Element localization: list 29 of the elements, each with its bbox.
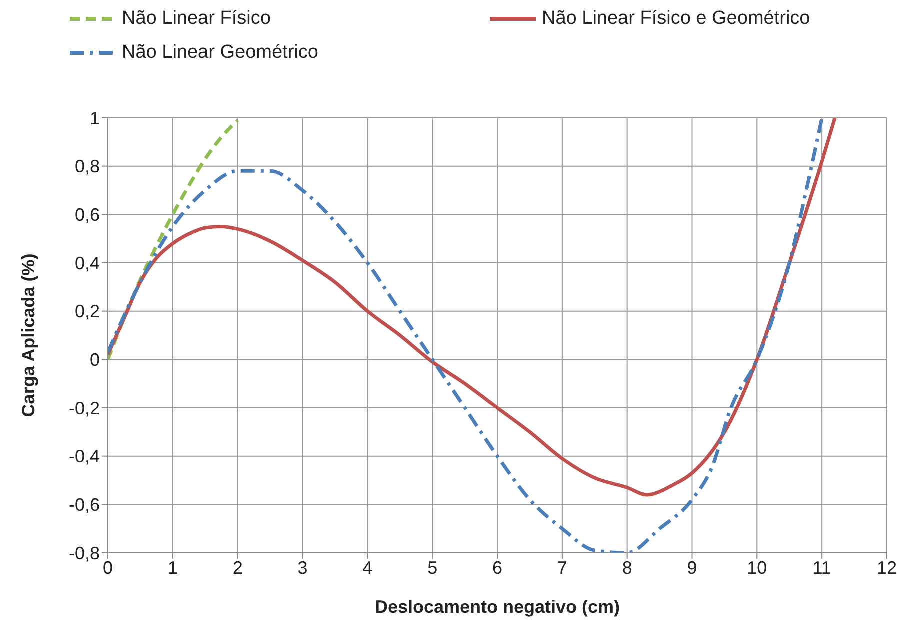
y-tick-label: -0,2 (68, 398, 100, 418)
x-tick-label: 3 (298, 558, 308, 578)
x-tick-label: 8 (622, 558, 632, 578)
line-series (108, 118, 240, 362)
y-tick-label: 0,2 (74, 302, 100, 322)
x-tick-label: 5 (428, 558, 438, 578)
x-tick-label: 7 (557, 558, 568, 578)
legend-label: Não Linear Geométrico (122, 42, 318, 64)
y-tick-label: 0 (90, 350, 100, 370)
x-tick-label: 11 (812, 558, 832, 578)
y-tick-label: 0,4 (74, 253, 100, 274)
y-tick-label: -0,8 (68, 543, 100, 564)
y-tick-label: 0,8 (74, 156, 100, 177)
legend-label: Não Linear Físico (122, 8, 271, 30)
legend-label: Não Linear Físico e Geométrico (542, 8, 810, 30)
x-axis-title: Deslocamento negativo (cm) (374, 597, 620, 617)
x-tick-label: 10 (747, 558, 768, 578)
y-tick-label: 0,6 (74, 205, 100, 226)
x-tick-label: 6 (492, 558, 503, 578)
x-tick-label: 12 (876, 558, 897, 578)
x-tick-label: 2 (232, 558, 243, 578)
x-tick-label: 0 (102, 558, 114, 578)
x-tick-label: 1 (168, 558, 178, 578)
y-tick-label: -0,4 (68, 446, 100, 467)
y-tick-label: -0,6 (68, 495, 100, 516)
y-axis-title: Carga Aplicada (%) (18, 254, 38, 418)
x-tick-label: 9 (687, 558, 698, 578)
y-tick-label: 1 (90, 108, 100, 128)
x-tick-label: 4 (362, 558, 373, 578)
